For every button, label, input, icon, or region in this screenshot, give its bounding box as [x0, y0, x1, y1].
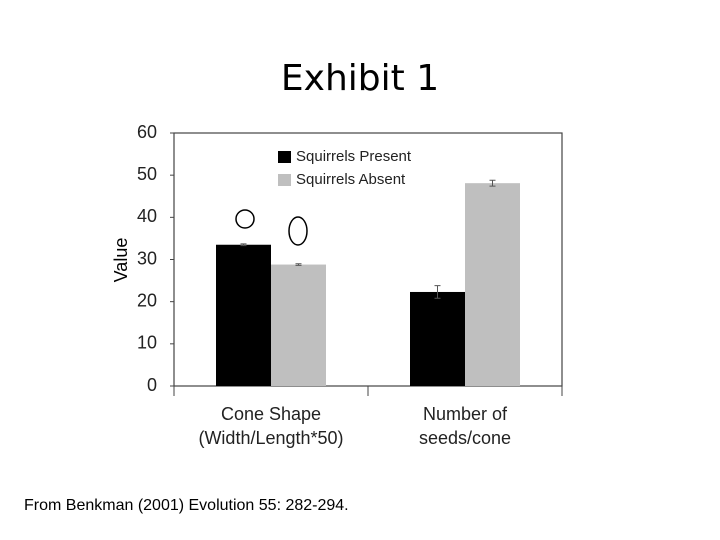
bar [271, 264, 326, 386]
chart-title: Exhibit 1 [280, 58, 440, 99]
x-tick-label: Cone Shape (Width/Length*50) [198, 404, 344, 448]
y-tick-label: 40 [137, 206, 157, 226]
legend-label: Squirrels Present [296, 148, 412, 165]
bar [216, 244, 271, 386]
legend-swatch [278, 174, 291, 186]
y-tick-label: 10 [137, 333, 157, 353]
bar [410, 291, 465, 386]
error-bar [434, 285, 441, 299]
caption: From Benkman (2001) Evolution 55: 282-29… [24, 497, 349, 514]
y-tick-label: 20 [137, 290, 157, 310]
y-axis-label: Value [111, 238, 131, 283]
error-bar [295, 263, 302, 266]
legend-swatch [278, 151, 291, 163]
bar [465, 183, 520, 386]
error-bar [240, 243, 247, 247]
error-bar [489, 179, 496, 187]
legend-label: Squirrels Absent [296, 171, 406, 188]
y-tick-label: 60 [137, 122, 157, 142]
x-tick-label: Number of seeds/cone [418, 404, 512, 448]
annotation-ellipse [288, 216, 308, 246]
annotation-circle [235, 209, 255, 229]
y-tick-label: 30 [137, 248, 157, 268]
y-tick-label: 0 [147, 375, 157, 395]
y-tick-label: 50 [137, 164, 157, 184]
